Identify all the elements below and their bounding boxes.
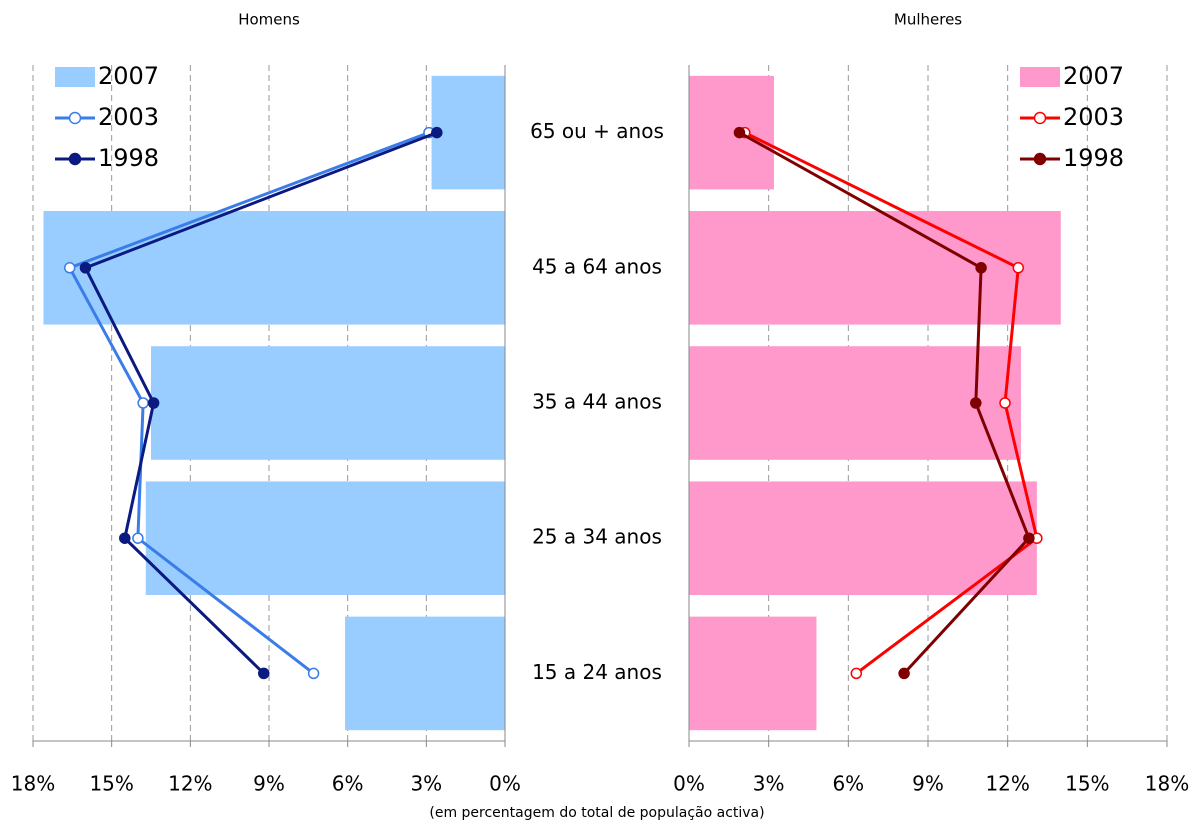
x-tick-label: 3% [410, 772, 442, 796]
bar [43, 211, 505, 325]
marker [258, 667, 270, 680]
x-tick-label: 0% [673, 772, 705, 796]
bar [345, 616, 505, 731]
marker [999, 397, 1011, 409]
marker [147, 397, 160, 409]
x-tick-label: 6% [332, 772, 364, 796]
legend-label: 2007 [1063, 62, 1124, 90]
x-tick-label: 15% [1065, 772, 1109, 796]
x-tick-label: 9% [912, 772, 944, 796]
category-label: 45 a 64 anos [532, 254, 662, 278]
category-label: 15 a 24 anos [532, 660, 662, 684]
legend-label: 2007 [98, 62, 159, 90]
marker [79, 262, 92, 274]
bar [689, 211, 1061, 325]
marker [733, 126, 746, 139]
marker [63, 262, 76, 274]
legend-label: 1998 [98, 144, 159, 172]
x-tick-label: 3% [753, 772, 785, 796]
bar [689, 346, 1021, 460]
legend-swatch [1033, 111, 1047, 125]
legend-label: 2003 [1063, 103, 1124, 131]
legend-swatch [55, 67, 95, 87]
caption: (em percentagem do total de população ac… [429, 805, 764, 821]
x-tick-label: 9% [253, 772, 285, 796]
category-label: 35 a 44 anos [532, 390, 662, 414]
x-tick-label: 12% [985, 772, 1029, 796]
bar [431, 75, 505, 190]
x-tick-label: 0% [489, 772, 521, 796]
x-tick-label: 15% [89, 772, 133, 796]
legend-label: 2003 [98, 103, 159, 131]
legend-swatch [68, 111, 82, 125]
x-tick-label: 18% [1145, 772, 1189, 796]
bar [689, 616, 817, 731]
marker [850, 667, 863, 680]
bar [151, 346, 505, 460]
marker [1023, 532, 1035, 544]
marker [307, 667, 320, 680]
x-tick-label: 12% [168, 772, 212, 796]
marker [119, 532, 131, 544]
legend-swatch [68, 152, 82, 166]
legend-swatch [1020, 67, 1060, 87]
marker [1012, 262, 1025, 274]
legend-label: 1998 [1063, 144, 1124, 172]
bar [689, 75, 774, 190]
marker [898, 667, 910, 680]
bar [689, 481, 1037, 595]
panel-title: Mulheres [894, 11, 962, 29]
marker [137, 397, 149, 409]
panel-title: Homens [238, 11, 300, 29]
category-label: 65 ou + anos [530, 119, 664, 143]
x-tick-label: 6% [832, 772, 864, 796]
marker [431, 126, 443, 139]
legend-swatch [1033, 152, 1047, 166]
marker [970, 397, 982, 409]
bar [145, 481, 505, 595]
category-label: 25 a 34 anos [532, 525, 662, 549]
marker [975, 262, 987, 274]
marker [132, 532, 144, 544]
x-tick-label: 18% [11, 772, 55, 796]
